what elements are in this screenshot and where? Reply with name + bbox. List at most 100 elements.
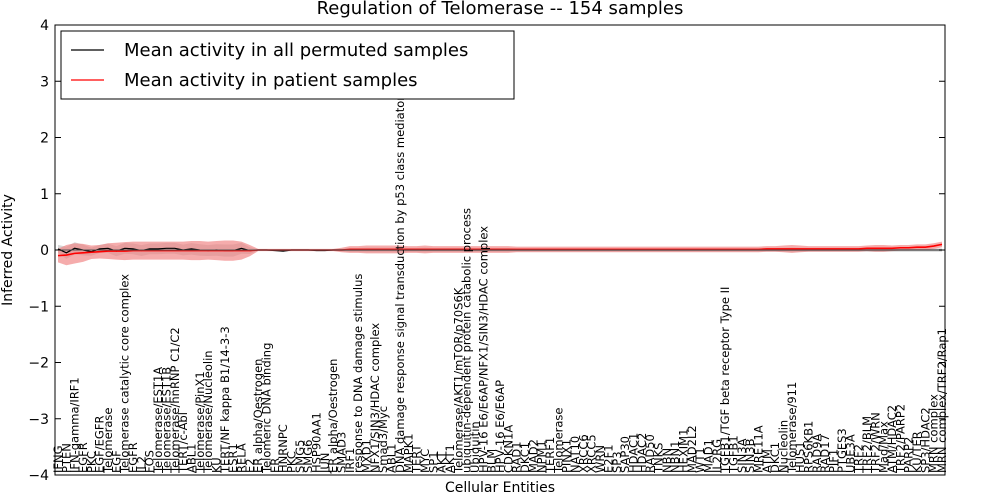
x-axis-label: Cellular Entities: [445, 480, 555, 496]
category-label: KU: [209, 457, 223, 473]
category-label: NBN1: [668, 441, 682, 473]
category-label: Telomerase/PinX1: [193, 371, 207, 474]
category-label: DKC1: [518, 442, 532, 473]
y-tick-label: −4: [28, 468, 49, 484]
category-label: Telomerase catalytic core complex: [118, 274, 132, 474]
category-label: EGFR: [126, 442, 140, 473]
category-label: NBN: [660, 448, 674, 473]
category-label: TGFB1/TGF beta receptor Type II: [718, 287, 732, 474]
category-label: UBE3A: [843, 434, 857, 473]
category-label: MAD1: [701, 439, 715, 473]
category-label: NFX1/SIN3/HDAC complex: [368, 323, 382, 473]
category-label: AKT1: [443, 444, 457, 473]
y-tick-label: −1: [28, 299, 49, 315]
category-label: Telomerase/Nucleolin: [201, 350, 215, 474]
category-label: SIN3A: [735, 438, 749, 473]
category-label: PTGES3: [835, 428, 849, 473]
category-label: SP3: [610, 451, 624, 473]
category-label: ATM/HDAC2: [885, 405, 899, 473]
y-tick-label: −2: [28, 356, 49, 372]
category-label: SP3/HDAC2: [918, 407, 932, 473]
category-label: CDKN1A: [501, 425, 515, 473]
category-label: SMAD3: [335, 432, 349, 473]
category-label: TRF2/WRN: [868, 412, 882, 474]
category-label: HDAC2: [635, 433, 649, 473]
category-label: ER: [268, 458, 282, 473]
category-label: TRF2: [852, 444, 866, 474]
category-label: response to DNA damage stimulus: [351, 274, 365, 473]
category-label: HNRNPC: [276, 424, 290, 473]
legend-box: [60, 30, 515, 100]
legend: Mean activity in all permuted samples Me…: [60, 30, 515, 100]
category-label: ABL1: [184, 444, 198, 473]
category-label: SP1: [426, 451, 440, 473]
band-patient: [58, 240, 942, 266]
y-axis-label: Inferred Activity: [0, 194, 16, 306]
category-label: PARP2: [902, 437, 916, 473]
category-label: MAD2: [526, 439, 540, 473]
category-label: MYC: [418, 449, 432, 473]
category-label: HPV-16 E6/E6AP: [493, 380, 507, 473]
category-label: RAD50: [643, 434, 657, 473]
y-tick-label: −3: [28, 412, 49, 428]
category-label: MRE11A: [752, 425, 766, 473]
category-label: PINX1: [560, 439, 574, 473]
category-label: MAD2L2: [685, 425, 699, 473]
category-label: AKT: [435, 450, 449, 473]
category-label: Telomerase/hnRNP C1/C2: [168, 327, 182, 474]
category-label: ESR1: [226, 443, 240, 473]
category-label: XRCC5: [585, 434, 599, 473]
category-label: JUN: [318, 453, 332, 474]
category-label: ubiquitin-dependent protein catabolic pr…: [460, 208, 474, 473]
category-label: HEXIM1: [676, 429, 690, 473]
category-label: BLM: [485, 449, 499, 473]
y-tick-label: 1: [40, 187, 49, 203]
y-tick-label: 4: [40, 18, 49, 34]
category-label: FOS: [143, 450, 157, 473]
category-label: TRF2/PARP2: [893, 404, 907, 474]
category-label: WT1: [693, 447, 707, 473]
category-label: Telomerase/911: [785, 382, 799, 474]
category-label: Telomerase/AKT1/mTOR/p70S6K: [451, 287, 465, 474]
category-label: ABL1: [385, 444, 399, 473]
category-label: RAD17: [818, 434, 832, 473]
category-label: HUS1: [793, 441, 807, 473]
category-label: SMG5: [293, 440, 307, 473]
series-line-1: [57, 243, 943, 257]
category-label: MRN complex/TRF2/Rap1: [935, 328, 949, 473]
category-label: Telomerase: [101, 408, 115, 475]
category-label: PIF1: [827, 449, 841, 473]
category-label: XRCC6: [576, 434, 590, 473]
category-label: TGFB1: [727, 435, 741, 474]
category-label: KU/TER: [910, 431, 924, 473]
category-label: RAD9A: [810, 433, 824, 473]
category-label: Smad3/Myc: [376, 406, 390, 473]
category-label: TERT/c-Abl: [176, 412, 190, 474]
category-label: HPV-16 E6/E6AP/NFX1/SIN3/HDAC complex: [476, 226, 490, 473]
category-label: Telomerase/EST1B: [159, 367, 173, 474]
plot-frame: [54, 24, 946, 476]
category-label: Ubiquitin: [468, 421, 482, 473]
category-label: NPM1: [535, 440, 549, 473]
category-label: ER alpha/Oestrogen: [251, 359, 265, 473]
category-label: TERF1: [543, 437, 557, 474]
category-label: TRF2/BLM: [860, 416, 874, 474]
category-label: HSP90AA1: [310, 412, 324, 473]
y-tick-label: 3: [40, 74, 49, 90]
bands-layer: [58, 240, 942, 266]
category-label: SAP30: [618, 436, 632, 473]
category-label: E2F1: [601, 444, 615, 473]
category-label: PTEN: [59, 443, 73, 473]
y-ticks: −4 −3 −2 −1 0 1 2 3 4: [28, 18, 945, 484]
category-label: SIN3B: [743, 438, 757, 473]
category-label: SMG6: [301, 440, 315, 473]
category-label: ATM: [760, 449, 774, 473]
category-label: EGFR: [76, 442, 90, 473]
category-label: TERT/NF kappa B1/14-3-3: [218, 326, 232, 474]
category-label: RELA: [234, 443, 248, 473]
category-label: IFN-gamma/IRF1: [68, 377, 82, 473]
category-label: DKC1: [768, 442, 782, 473]
category-label: TERT: [410, 444, 424, 474]
category-label: IRF1: [343, 448, 357, 473]
